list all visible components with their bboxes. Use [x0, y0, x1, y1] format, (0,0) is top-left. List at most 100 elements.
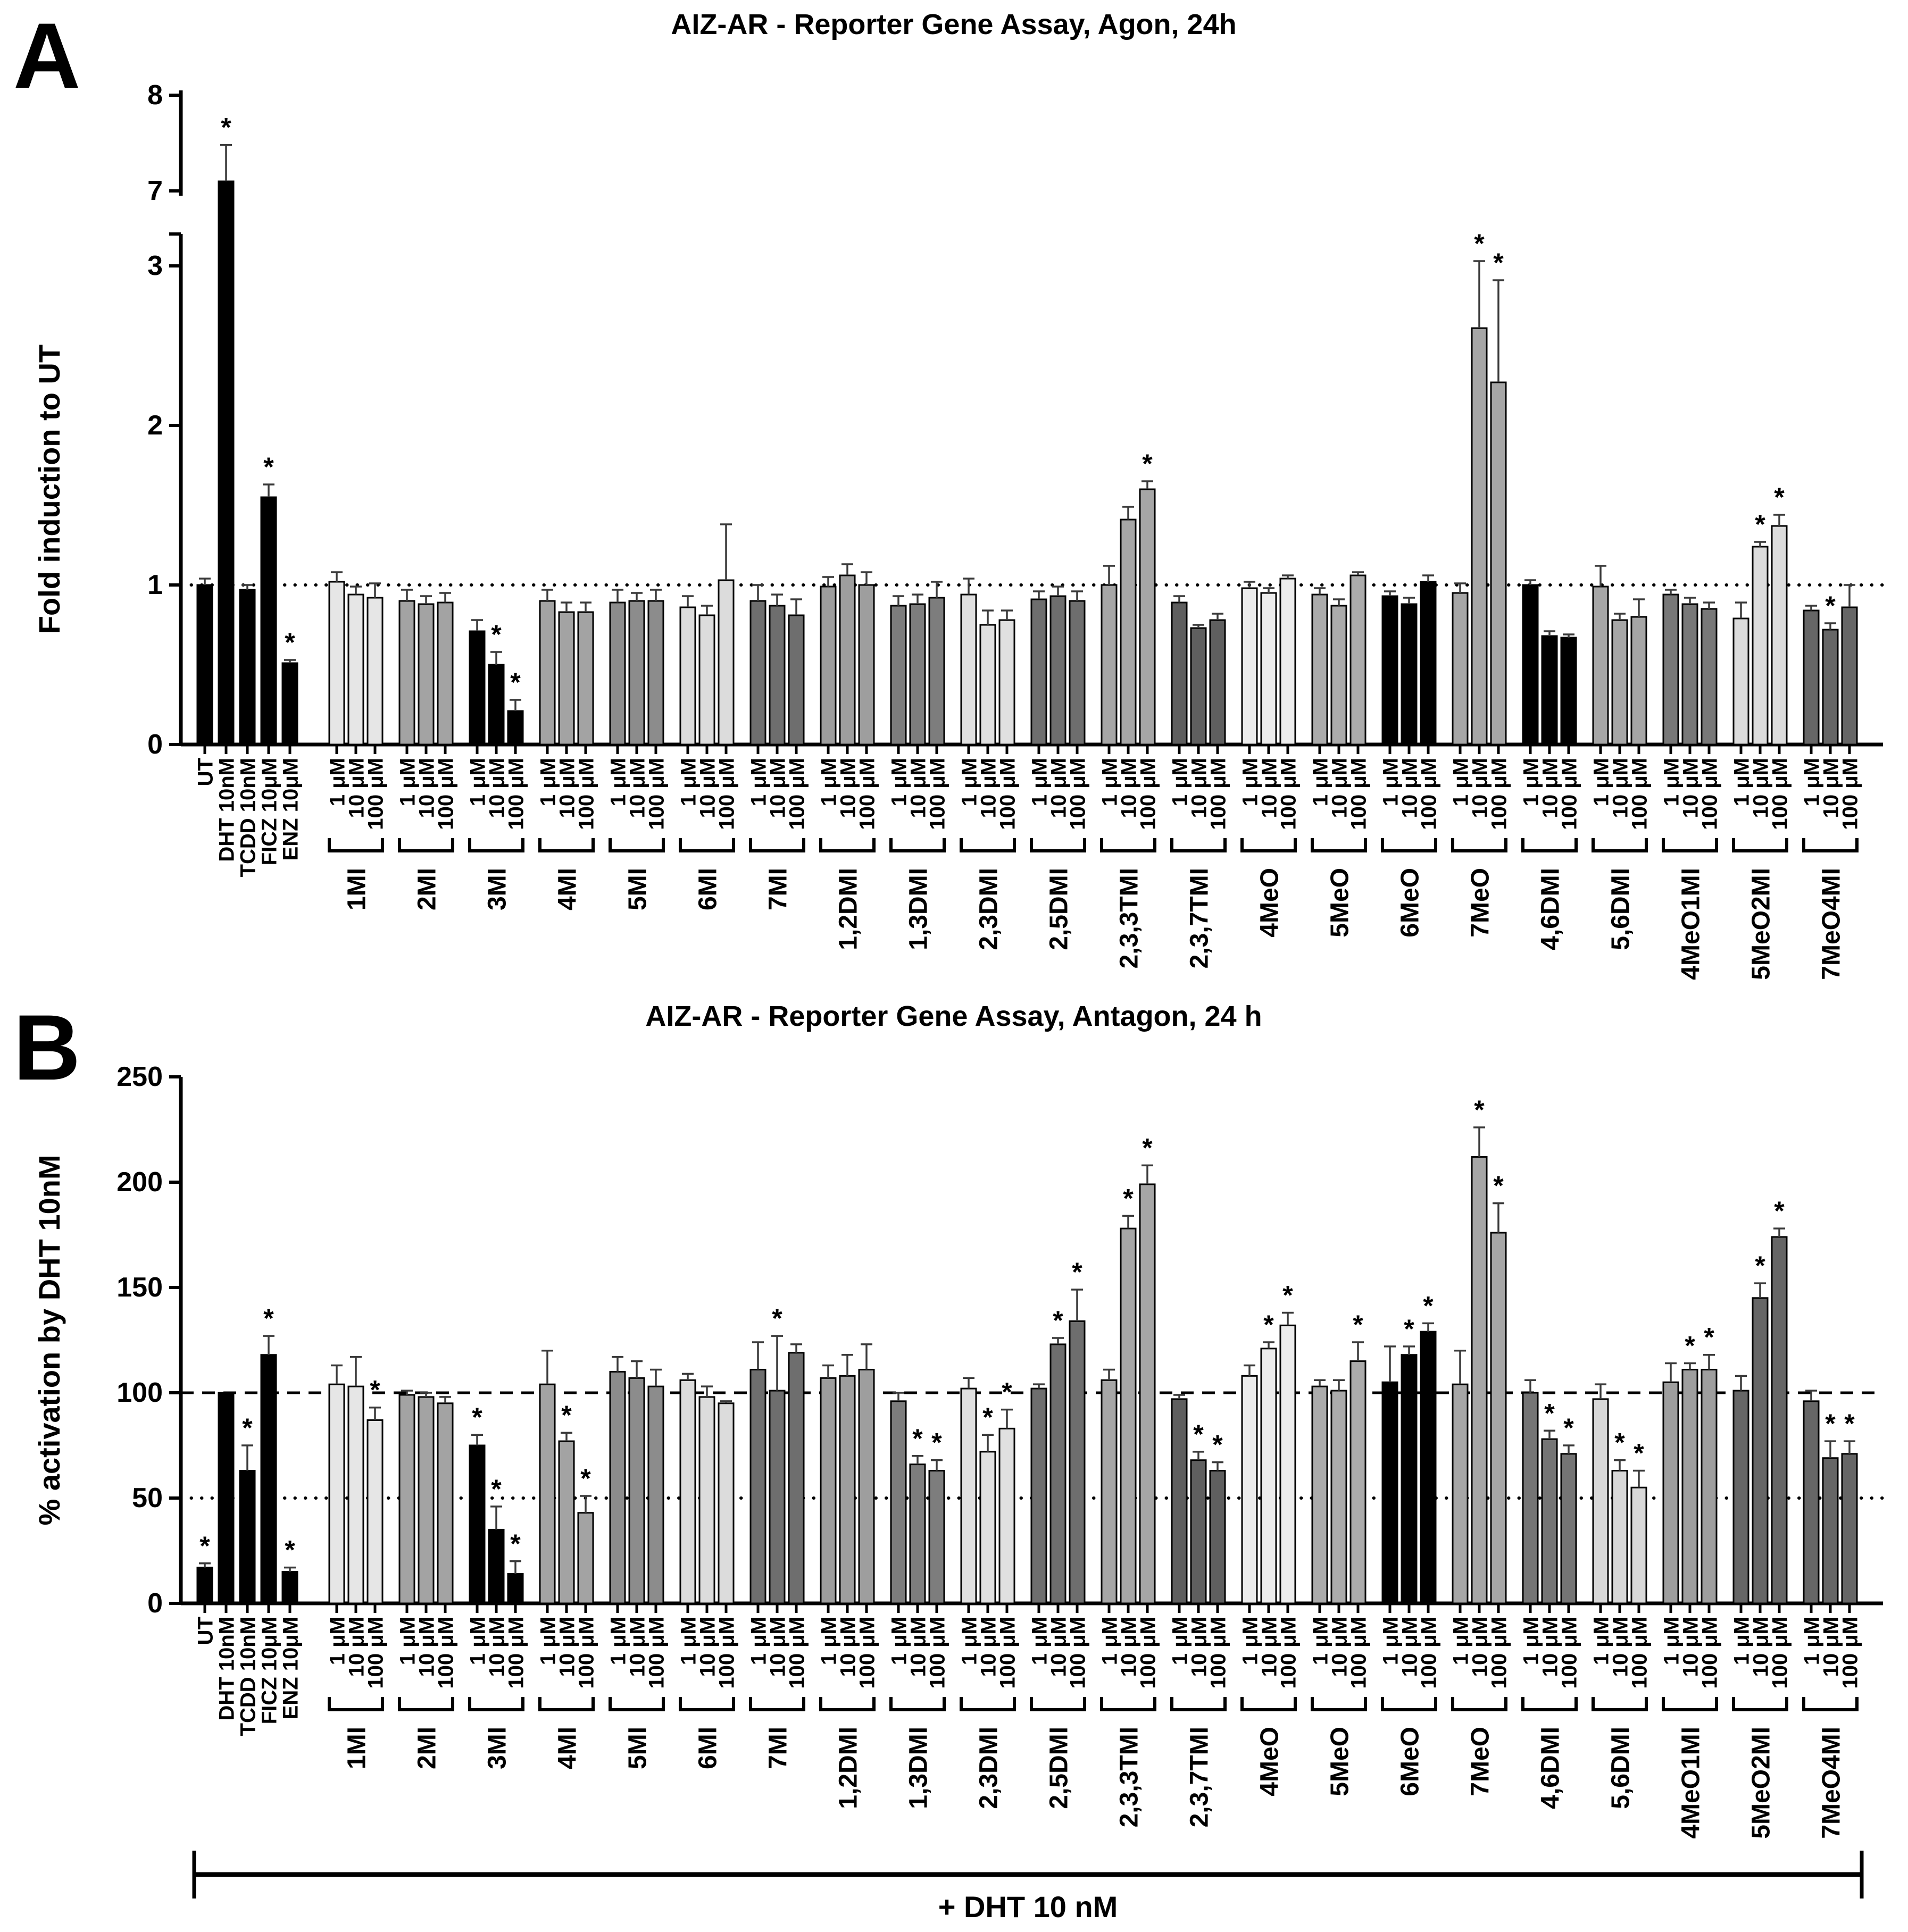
- significance-star: *: [1544, 1398, 1555, 1428]
- significance-star: *: [285, 1535, 295, 1565]
- x-label-dose: 100 μM: [926, 1617, 949, 1689]
- significance-star: *: [1404, 1314, 1414, 1344]
- significance-star: *: [1142, 449, 1153, 479]
- group-bracket: [889, 1697, 946, 1711]
- x-label-dose: 10 μM: [415, 758, 438, 818]
- x-label-dose: 1 μM: [957, 1617, 981, 1665]
- bar: [1120, 1227, 1137, 1604]
- x-label-dose: 100 μM: [1628, 1617, 1651, 1689]
- x-label-dose: 1 μM: [1028, 1617, 1051, 1665]
- x-label-dose: 1 μM: [887, 1617, 911, 1665]
- bar: [1139, 488, 1156, 746]
- bar: [698, 1396, 715, 1604]
- significance-star: *: [1634, 1438, 1644, 1468]
- bar: [507, 710, 524, 746]
- significance-star: *: [510, 1529, 521, 1559]
- x-label-dose: 10 μM: [1468, 1617, 1492, 1677]
- group-bracket: [1170, 838, 1227, 852]
- x-label-dose: 1 μM: [1449, 758, 1472, 806]
- x-label-dose: 100 μM: [1698, 1617, 1721, 1689]
- group-bracket: [1451, 1697, 1507, 1711]
- x-label-dose: 100 μM: [996, 1617, 1019, 1689]
- bar: [979, 624, 996, 746]
- x-label-dose: 100 μM: [364, 758, 387, 830]
- x-label-dose: 1 μM: [1028, 758, 1051, 806]
- bar: [1030, 598, 1047, 746]
- x-label-dose: 100 μM: [1347, 1617, 1370, 1689]
- significance-star: *: [221, 113, 231, 143]
- bar: [1171, 601, 1188, 746]
- bar: [469, 630, 486, 746]
- x-label-dose: 10 μM: [977, 758, 1000, 818]
- significance-star: *: [1563, 1413, 1574, 1443]
- x-label-dose: 1 μM: [1519, 1617, 1543, 1665]
- significance-star: *: [1493, 1171, 1504, 1201]
- x-label-dose: 1 μM: [1098, 758, 1121, 806]
- x-label-control: TCDD 10nM: [236, 758, 260, 877]
- bar: [1803, 609, 1820, 746]
- x-label-dose: 1 μM: [1730, 1617, 1753, 1665]
- bar: [1260, 592, 1277, 746]
- bar: [1701, 608, 1718, 746]
- panel-letter: A: [13, 4, 80, 108]
- bar: [1101, 1379, 1118, 1604]
- group-bracket: [960, 838, 1016, 852]
- x-label-dose: 1 μM: [1309, 1617, 1332, 1665]
- x-label-dose: 100 μM: [1557, 758, 1581, 830]
- x-label-dose: 1 μM: [1589, 758, 1613, 806]
- bar: [1241, 587, 1258, 746]
- significance-star: *: [1193, 1419, 1204, 1449]
- bar: [1662, 593, 1679, 746]
- bar: [909, 603, 926, 746]
- bar: [769, 605, 786, 746]
- bar: [1662, 1381, 1679, 1604]
- bar: [539, 1383, 556, 1604]
- bar: [1560, 637, 1577, 746]
- bar: [928, 1470, 945, 1604]
- significance-star: *: [1844, 1409, 1855, 1438]
- x-label-dose: 10 μM: [696, 758, 719, 818]
- x-label-control: DHT 10nM: [215, 758, 238, 862]
- significance-star: *: [1072, 1257, 1082, 1287]
- group-label: 6MeO: [1396, 868, 1424, 938]
- x-label-dose: 10 μM: [485, 1617, 509, 1677]
- bar: [1209, 619, 1226, 746]
- bar: [1381, 595, 1398, 746]
- y-tick-label: 250: [116, 1061, 163, 1092]
- x-label-dose: 100 μM: [1066, 758, 1089, 830]
- group-label: 7MeO: [1466, 1727, 1494, 1796]
- bar: [998, 1427, 1015, 1604]
- bar: [1381, 1381, 1398, 1604]
- y-tick-label: 0: [147, 729, 163, 760]
- group-label: 4MeO1MI: [1677, 868, 1705, 980]
- group-label: 5MI: [623, 868, 652, 910]
- group-label: 2,3,3TMI: [1115, 1727, 1143, 1827]
- bar: [1279, 1324, 1296, 1604]
- group-label: 7MeO4MI: [1817, 1727, 1845, 1839]
- group-label: 2,5DMI: [1045, 1727, 1073, 1809]
- group-bracket: [1100, 838, 1156, 852]
- x-label-dose: 10 μM: [1538, 1617, 1562, 1677]
- x-label-dose: 10 μM: [626, 758, 649, 818]
- significance-star: *: [931, 1428, 942, 1458]
- x-label-dose: 10 μM: [1047, 1617, 1070, 1677]
- bar: [1241, 1375, 1258, 1604]
- significance-star: *: [580, 1463, 591, 1493]
- panel-a: A AIZ-AR - Reporter Gene Assay, Agon, 24h…: [13, 4, 1885, 980]
- x-label-dose: 1 μM: [396, 758, 419, 806]
- bar: [437, 1402, 454, 1604]
- bar: [196, 1567, 213, 1604]
- significance-star: *: [1755, 1251, 1765, 1281]
- group-bracket: [1030, 838, 1086, 852]
- significance-star: *: [1614, 1428, 1625, 1458]
- significance-star: *: [263, 452, 274, 482]
- group-label: 2,3,7TMI: [1185, 1727, 1213, 1827]
- x-label-dose: 10 μM: [1609, 1617, 1632, 1677]
- chart-title: AIZ-AR - Reporter Gene Assay, Antagon, 2…: [645, 1000, 1262, 1032]
- group-label: 7MeO4MI: [1817, 868, 1845, 980]
- y-tick-label: 2: [147, 410, 163, 441]
- x-label-dose: 100 μM: [855, 758, 879, 830]
- significance-star: *: [472, 1402, 482, 1432]
- bar: [1049, 595, 1067, 746]
- x-label-dose: 10 μM: [1679, 758, 1702, 818]
